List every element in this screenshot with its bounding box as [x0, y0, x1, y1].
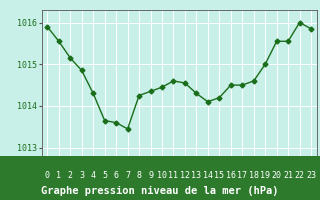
Text: 19: 19 — [260, 170, 270, 180]
Text: 12: 12 — [180, 170, 190, 180]
Text: 23: 23 — [306, 170, 316, 180]
Text: 9: 9 — [148, 170, 153, 180]
Text: 18: 18 — [249, 170, 259, 180]
Text: 10: 10 — [157, 170, 167, 180]
Text: 6: 6 — [114, 170, 119, 180]
Text: 5: 5 — [102, 170, 107, 180]
Text: 13: 13 — [191, 170, 201, 180]
Text: 20: 20 — [272, 170, 282, 180]
Text: 2: 2 — [68, 170, 73, 180]
Text: 3: 3 — [79, 170, 84, 180]
Text: 17: 17 — [237, 170, 247, 180]
Text: 7: 7 — [125, 170, 130, 180]
Text: 8: 8 — [137, 170, 141, 180]
Text: 4: 4 — [91, 170, 96, 180]
Text: 15: 15 — [214, 170, 224, 180]
Text: 0: 0 — [45, 170, 50, 180]
Text: 1: 1 — [56, 170, 61, 180]
Text: 22: 22 — [295, 170, 305, 180]
Text: 14: 14 — [203, 170, 213, 180]
Text: 11: 11 — [168, 170, 179, 180]
Text: 21: 21 — [283, 170, 293, 180]
Text: 16: 16 — [226, 170, 236, 180]
Text: Graphe pression niveau de la mer (hPa): Graphe pression niveau de la mer (hPa) — [41, 186, 279, 196]
